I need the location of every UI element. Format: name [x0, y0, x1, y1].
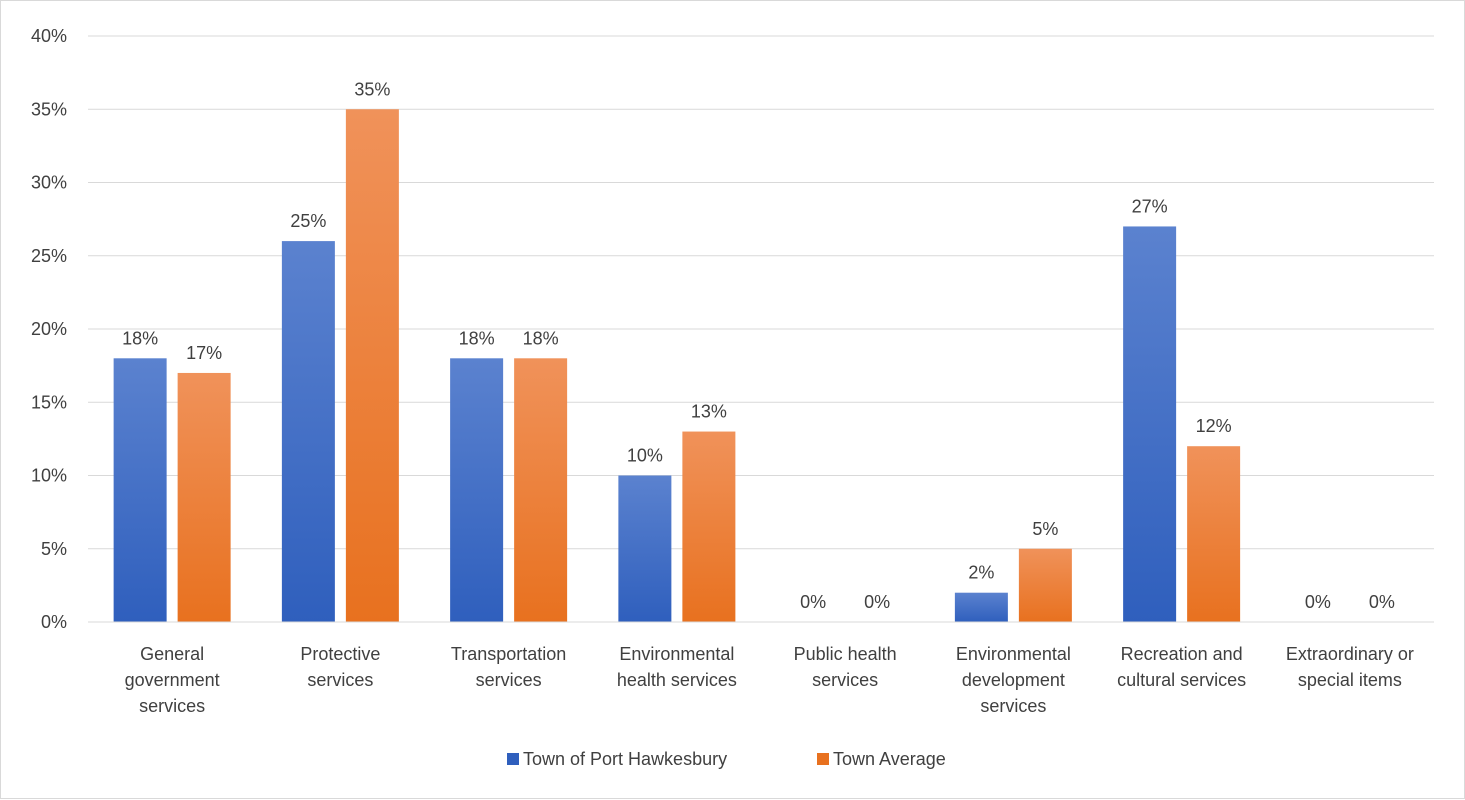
legend-label: Town of Port Hawkesbury — [523, 749, 727, 769]
y-tick-label: 20% — [31, 319, 67, 339]
bar — [1018, 548, 1072, 622]
x-category-label: Public health — [794, 644, 897, 664]
bar — [618, 475, 672, 622]
x-category-label: special items — [1298, 670, 1402, 690]
x-category-label: development — [962, 670, 1065, 690]
x-category-label: services — [812, 670, 878, 690]
bar — [450, 358, 504, 622]
bar — [682, 431, 736, 622]
bar — [1187, 446, 1241, 622]
data-label: 0% — [1305, 592, 1331, 612]
y-tick-label: 15% — [31, 392, 67, 412]
bar — [281, 241, 335, 622]
x-category-label: Environmental — [956, 644, 1071, 664]
data-label: 13% — [691, 402, 727, 422]
legend-label: Town Average — [833, 749, 946, 769]
bar — [113, 358, 167, 622]
x-category-label: health services — [617, 670, 737, 690]
data-label: 18% — [523, 328, 559, 348]
x-category-label: Extraordinary or — [1286, 644, 1414, 664]
data-label: 5% — [1032, 519, 1058, 539]
x-category-label: Protective — [300, 644, 380, 664]
x-category-label: Environmental — [619, 644, 734, 664]
data-label: 18% — [122, 328, 158, 348]
legend-swatch — [507, 753, 519, 765]
y-tick-label: 40% — [31, 26, 67, 46]
data-label: 12% — [1196, 416, 1232, 436]
y-tick-label: 35% — [31, 99, 67, 119]
legend-swatch — [817, 753, 829, 765]
y-tick-label: 30% — [31, 173, 67, 193]
x-category-label: Transportation — [451, 644, 566, 664]
bar — [345, 109, 399, 622]
data-label: 10% — [627, 446, 663, 466]
data-label: 0% — [1369, 592, 1395, 612]
data-label: 18% — [459, 328, 495, 348]
data-label: 0% — [800, 592, 826, 612]
y-tick-label: 5% — [41, 539, 67, 559]
x-category-label: government — [125, 670, 220, 690]
y-tick-label: 10% — [31, 466, 67, 486]
x-category-label: cultural services — [1117, 670, 1246, 690]
bar — [1123, 226, 1177, 622]
bar — [177, 372, 231, 622]
x-category-label: services — [307, 670, 373, 690]
bar — [954, 592, 1008, 622]
data-label: 2% — [968, 563, 994, 583]
data-label: 27% — [1132, 196, 1168, 216]
x-category-label: services — [139, 696, 205, 716]
bar — [514, 358, 568, 622]
y-tick-label: 0% — [41, 612, 67, 632]
x-category-label: General — [140, 644, 204, 664]
data-label: 35% — [354, 79, 390, 99]
x-category-label: services — [980, 696, 1046, 716]
x-category-label: services — [476, 670, 542, 690]
data-label: 25% — [290, 211, 326, 231]
x-category-label: Recreation and — [1121, 644, 1243, 664]
data-label: 17% — [186, 343, 222, 363]
y-tick-label: 25% — [31, 246, 67, 266]
data-label: 0% — [864, 592, 890, 612]
